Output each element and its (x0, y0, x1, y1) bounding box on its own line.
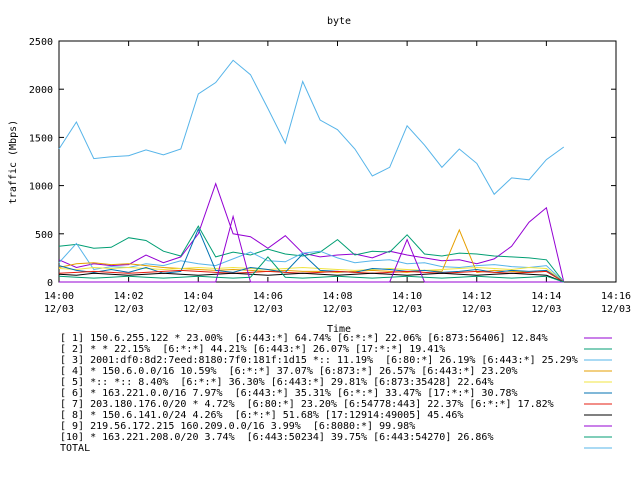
y-tick-label: 500 (35, 230, 53, 241)
x-tick-time-label: 14:14 (531, 291, 561, 302)
x-tick-date-label: 12/03 (462, 304, 492, 315)
series-line-11 (58, 59, 565, 196)
x-tick-date-label: 12/03 (322, 304, 352, 315)
plot-area-frame (58, 40, 617, 283)
series-line-3 (58, 242, 565, 283)
x-tick-date-label: 12/03 (601, 304, 631, 315)
series-line-9 (59, 214, 564, 283)
x-tick-time-label: 14:16 (601, 291, 631, 302)
legend-entry-label: [ 2] * * 22.15% [6:*:*] 44.21% [6:443:*]… (60, 344, 445, 355)
x-tick-time-label: 14:10 (392, 291, 422, 302)
y-tick-label: 2000 (29, 85, 53, 96)
legend-entry-label: [ 7] 203.180.176.0/20 * 4.72% [6:80:*] 2… (60, 399, 554, 410)
x-axis: 14:00 12/03 14:02 12/03 14:04 12/03 14:06 12/03… (44, 41, 631, 315)
x-axis-label: Time (327, 324, 351, 335)
x-tick-time-label: 14:00 (44, 291, 74, 302)
legend-entry-label: TOTAL (60, 443, 90, 454)
series-layer (58, 59, 565, 283)
y-tick-label: 1000 (29, 182, 53, 193)
x-tick-date-label: 12/03 (114, 304, 144, 315)
series-line-2 (58, 225, 565, 283)
legend-entry-label: [ 4] * 150.6.0.0/16 10.59% [6:*:*] 37.07… (60, 366, 518, 377)
series-line-8 (58, 272, 564, 283)
x-tick-time-label: 14:04 (183, 291, 213, 302)
series-line-1 (58, 182, 565, 283)
x-tick-date-label: 12/03 (253, 304, 283, 315)
x-tick-time-label: 14:12 (462, 291, 492, 302)
x-tick-time-label: 14:02 (114, 291, 144, 302)
legend-entry-label: [ 3] 2001:df0:8d2:7eed:8180:7f0:181f:1d1… (60, 355, 578, 366)
chart-title: byte (327, 16, 351, 27)
x-tick-date-label: 12/03 (531, 304, 561, 315)
legend-entry-label: [ 9] 219.56.172.215 160.209.0.0/16 3.99%… (60, 421, 415, 432)
x-tick-date-label: 12/03 (44, 304, 74, 315)
y-tick-label: 0 (47, 278, 53, 289)
y-tick-label: 1500 (29, 133, 53, 144)
x-tick-date-label: 12/03 (392, 304, 422, 315)
x-tick-time-label: 14:06 (253, 291, 283, 302)
legend-entry-label: [ 8] * 150.6.141.0/24 4.26% [6:*:*] 51.6… (60, 410, 463, 421)
x-tick-date-label: 12/03 (183, 304, 213, 315)
series-line-6 (58, 227, 565, 283)
y-tick-label: 2500 (29, 37, 53, 48)
y-axis-label: traffic (Mbps) (8, 120, 19, 204)
legend-entry-label: [ 1] 150.6.255.122 * 23.00% [6:443:*] 64… (60, 333, 548, 344)
y-axis: 0 500 1000 1500 2000 2500 (29, 37, 616, 289)
legend-entry-label: [ 6] * 163.221.0.0/16 7.97% [6:443:*] 35… (60, 388, 518, 399)
legend-entry-label: [ 5] *:: *:: 8.40% [6:*:*] 36.30% [6:443… (60, 377, 493, 388)
x-tick-time-label: 14:08 (322, 291, 352, 302)
series-line-7 (58, 269, 565, 283)
series-line-10 (58, 256, 564, 283)
legend-entry-label: [10] * 163.221.208.0/20 3.74% [6:443:502… (60, 432, 493, 443)
legend: [ 1] 150.6.255.122 * 23.00% [6:443:*] 64… (60, 333, 612, 454)
